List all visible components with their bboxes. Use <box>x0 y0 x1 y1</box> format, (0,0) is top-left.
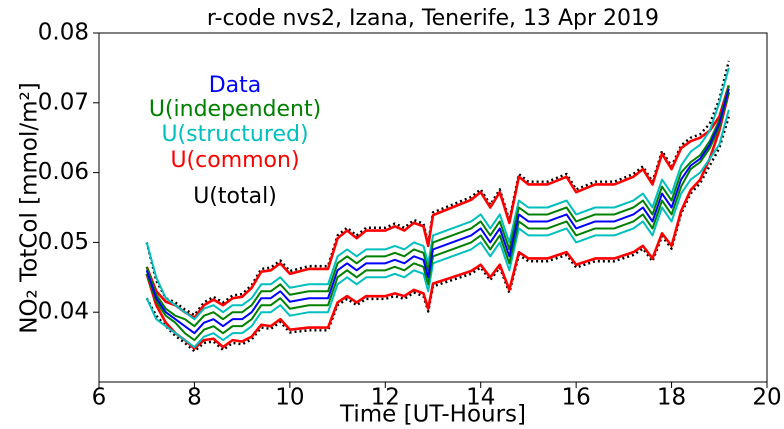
y-tick-label: 0.05 <box>38 229 89 255</box>
upper-bound-line <box>145 84 731 320</box>
plot-frame <box>98 32 768 383</box>
x-tick-label: 10 <box>275 385 304 411</box>
y-tick-label: 0.04 <box>38 299 89 325</box>
x-tick-label: 8 <box>187 385 202 411</box>
y-axis-label: NO₂ TotCol [mmol/m²] <box>17 82 43 334</box>
x-tick-label: 14 <box>466 385 495 411</box>
chart-title: r-code nvs2, Izana, Tenerife, 13 Apr 201… <box>207 6 659 31</box>
y-tick-label: 0.06 <box>38 159 89 185</box>
x-tick-label: 18 <box>657 385 686 411</box>
legend-label: Data <box>209 73 262 98</box>
x-tick-label: 16 <box>562 385 591 411</box>
legend-label: U(independent) <box>149 97 321 122</box>
legend-label: U(structured) <box>161 122 308 147</box>
x-tick-label: 6 <box>92 385 107 411</box>
legend-label: U(total) <box>193 184 277 209</box>
x-tick-label: 20 <box>752 385 781 411</box>
y-tick-label: 0.07 <box>38 89 89 115</box>
x-tick-label: 12 <box>371 385 400 411</box>
lower-bound-line <box>145 92 730 342</box>
x-axis-label: Time [UT-Hours] <box>339 402 526 428</box>
y-tick-label: 0.08 <box>38 20 89 46</box>
upper-bound-line <box>145 85 730 328</box>
lower-bound-line <box>145 92 731 350</box>
upper-bound-line <box>145 67 730 321</box>
lower-bound-line <box>145 109 730 349</box>
data-line <box>145 88 730 335</box>
legend-label: U(common) <box>170 148 299 173</box>
